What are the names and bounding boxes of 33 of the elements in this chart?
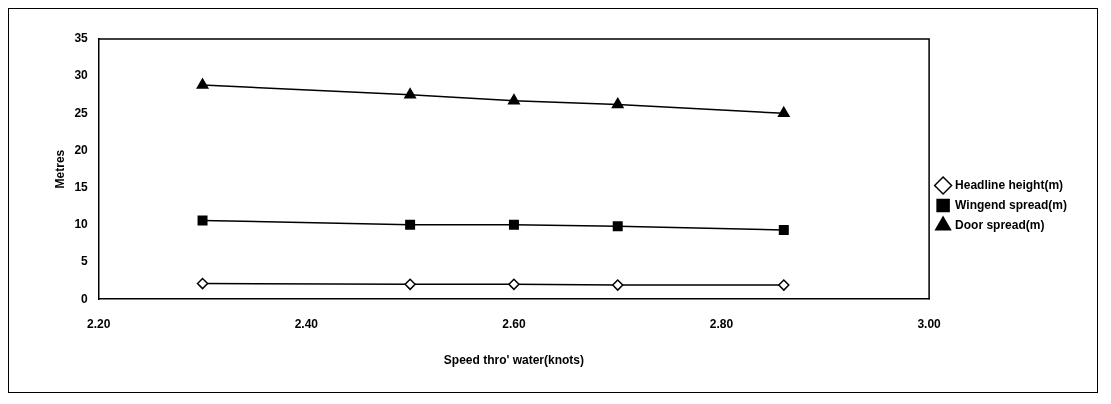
x-tick-label: 2.40 [294,316,319,331]
point [611,97,624,109]
y-tick-label: 15 [74,180,89,194]
point [196,78,209,89]
x-tick-label: 2.60 [502,316,526,331]
y-tick-label: 25 [74,105,89,120]
y-tick-label: 20 [74,142,89,157]
x-tick-label: 2.80 [709,316,734,331]
legend-label: Door spread(m) [955,217,1045,232]
point [508,219,519,230]
legend-label: Wingend spread(m) [955,197,1068,212]
point [196,277,209,290]
point [404,88,417,99]
x-tick-label: 2.20 [87,316,111,331]
point [197,215,208,226]
x-tick-label: 3.00 [917,316,942,331]
y-tick-label: 10 [74,217,89,232]
x-axis-title: Speed thro' water(knots) [443,353,585,368]
point [778,279,790,291]
y-tick-label: 0 [81,291,89,306]
point [611,279,624,291]
point [612,221,623,232]
point [507,93,520,105]
point [777,106,790,118]
point [405,219,416,230]
point [508,278,520,291]
y-tick-label: 35 [74,31,89,46]
y-tick-label: 30 [74,68,89,83]
point [778,225,789,236]
legend-label: Headline height(m) [955,177,1064,192]
y-axis-title: Metres [52,149,67,189]
y-tick-label: 5 [81,254,89,269]
point [404,278,416,291]
